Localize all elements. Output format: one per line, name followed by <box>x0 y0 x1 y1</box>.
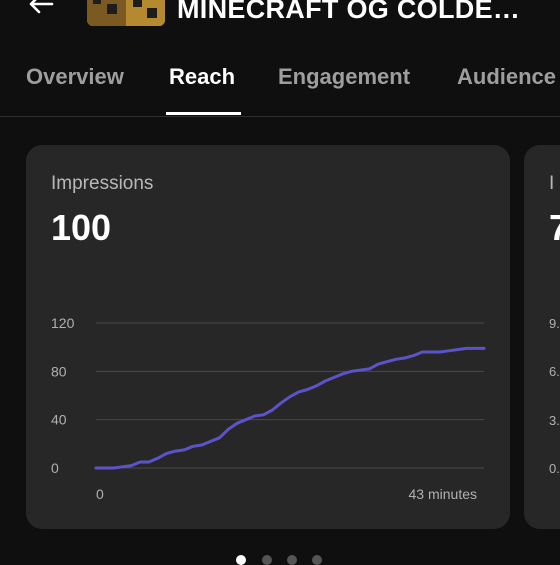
tab-reach[interactable]: Reach <box>169 64 236 89</box>
impressions-label: Impressions <box>51 173 154 194</box>
next-metric-label: I <box>549 173 555 194</box>
impressions-chart: 0 40 80 120 0 43 minutes <box>51 315 486 502</box>
x-tick-label: 0 <box>96 486 104 502</box>
pager-dot[interactable] <box>312 555 322 565</box>
pager-dot[interactable] <box>236 555 246 565</box>
y-tick-label: 0 <box>51 460 59 476</box>
y-tick-label: 120 <box>51 315 75 331</box>
tab-audience[interactable]: Audience <box>457 64 557 89</box>
video-title: MINECRAFT OG COLDE… <box>177 0 521 24</box>
arrow-back-icon <box>29 0 54 14</box>
impressions-card[interactable]: Impressions 100 0 40 80 120 0 43 minutes <box>26 145 510 529</box>
next-metric-value: 7 <box>549 207 560 248</box>
next-metric-card[interactable]: I 7 9. 6. 3. 0. <box>524 145 560 529</box>
next-metric-y-tick: 0. <box>549 461 560 476</box>
tab-engagement[interactable]: Engagement <box>278 64 411 89</box>
x-tick-label: 43 minutes <box>409 486 477 502</box>
active-tab-indicator <box>166 112 241 115</box>
pager-dot[interactable] <box>262 555 272 565</box>
back-button[interactable] <box>22 0 66 26</box>
analytics-tabs: Overview Reach Engagement Audience <box>0 56 560 116</box>
next-metric-y-tick: 9. <box>549 316 560 331</box>
card-pager <box>236 555 336 565</box>
pager-dot[interactable] <box>287 555 297 565</box>
impressions-line <box>94 346 486 470</box>
top-bar: MINECRAFT OG COLDE… <box>0 0 560 40</box>
y-tick-label: 80 <box>51 363 67 379</box>
video-thumbnail <box>87 0 165 26</box>
next-metric-y-tick: 3. <box>549 413 560 428</box>
tabs-divider <box>0 116 560 117</box>
y-tick-label: 40 <box>51 412 67 428</box>
tab-overview[interactable]: Overview <box>26 64 124 89</box>
next-metric-y-tick: 6. <box>549 364 560 379</box>
impressions-value: 100 <box>51 207 112 248</box>
